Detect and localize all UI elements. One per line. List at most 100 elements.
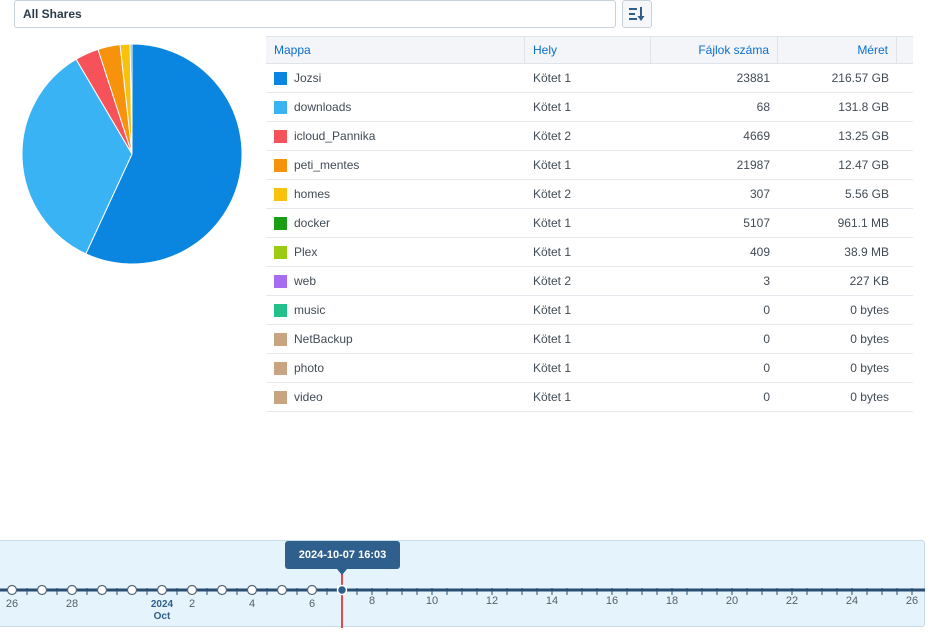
color-swatch: [274, 158, 287, 172]
table-row[interactable]: Plex Kötet 1 409 38.9 MB: [266, 238, 913, 267]
file-count-cell: 23881: [736, 71, 770, 85]
folder-cell: Jozsi: [266, 71, 525, 85]
backup-point[interactable]: [6, 584, 18, 596]
pie-slice[interactable]: [85, 43, 243, 265]
tick-label: 26: [6, 598, 18, 610]
size-cell: 0 bytes: [850, 303, 889, 317]
header-size[interactable]: Méret: [778, 37, 897, 63]
backup-point[interactable]: [96, 584, 108, 596]
backup-point[interactable]: [156, 584, 168, 596]
table-body: Jozsi Kötet 1 23881 216.57 GB downloads Kötet…: [266, 64, 913, 412]
backup-point[interactable]: [246, 584, 258, 596]
file-count-cell: 68: [756, 100, 770, 114]
header-location[interactable]: Hely: [525, 37, 651, 63]
folder-name: music: [294, 303, 326, 317]
usage-pie-chart: [21, 43, 243, 265]
folder-cell: homes: [266, 187, 525, 201]
tick-label: 24: [846, 595, 858, 607]
folder-cell: NetBackup: [266, 332, 525, 346]
shares-table: Mappa Hely Fájlok száma Méret Jozsi Kötet…: [266, 36, 913, 412]
share-select[interactable]: All Shares: [14, 0, 616, 28]
location-cell: Kötet 1: [533, 303, 572, 317]
file-count-cell: 0: [763, 332, 770, 346]
file-count-cell: 5107: [743, 216, 770, 230]
color-swatch: [274, 274, 287, 288]
tick-label: 26: [906, 595, 918, 607]
file-count-cell: 0: [763, 361, 770, 375]
timeline-tooltip-arrow: [337, 569, 347, 575]
backup-point[interactable]: [66, 584, 78, 596]
size-cell: 5.56 GB: [844, 187, 889, 201]
location-cell: Kötet 1: [533, 332, 572, 346]
color-swatch: [274, 390, 287, 404]
size-cell: 13.25 GB: [838, 129, 889, 143]
folder-cell: Plex: [266, 245, 525, 259]
table-row[interactable]: docker Kötet 1 5107 961.1 MB: [266, 209, 913, 238]
table-row[interactable]: music Kötet 1 0 0 bytes: [266, 296, 913, 325]
tick-label: 10: [426, 595, 438, 607]
location-cell: Kötet 2: [533, 129, 572, 143]
file-count-cell: 4669: [743, 129, 770, 143]
size-cell: 0 bytes: [850, 361, 889, 375]
folder-cell: photo: [266, 361, 525, 375]
folder-name: docker: [294, 216, 331, 230]
timeline-tooltip: 2024-10-07 16:03: [285, 541, 400, 569]
folder-name: video: [294, 390, 323, 404]
backup-point[interactable]: [126, 584, 138, 596]
table-row[interactable]: NetBackup Kötet 1 0 0 bytes: [266, 325, 913, 354]
folder-name: web: [294, 274, 317, 288]
location-cell: Kötet 1: [533, 100, 572, 114]
backup-point[interactable]: [306, 584, 318, 596]
table-row[interactable]: web Kötet 2 3 227 KB: [266, 267, 913, 296]
table-row[interactable]: downloads Kötet 1 68 131.8 GB: [266, 93, 913, 122]
timeline-panel[interactable]: [0, 540, 925, 627]
table-row[interactable]: homes Kötet 2 307 5.56 GB: [266, 180, 913, 209]
sort-button[interactable]: [622, 0, 652, 28]
file-count-cell: 307: [749, 187, 770, 201]
header-file-count[interactable]: Fájlok száma: [651, 37, 778, 63]
tick-label: 18: [666, 595, 678, 607]
file-count-cell: 409: [749, 245, 770, 259]
backup-point[interactable]: [186, 584, 198, 596]
tick-label: 2: [189, 598, 195, 610]
folder-name: homes: [294, 187, 331, 201]
file-count-cell: 0: [763, 390, 770, 404]
share-select-value: All Shares: [23, 7, 82, 21]
backup-point[interactable]: [216, 584, 228, 596]
folder-cell: music: [266, 303, 525, 317]
tick-label: 20: [726, 595, 738, 607]
tick-label: 6: [309, 598, 315, 610]
color-swatch: [274, 245, 287, 259]
table-row[interactable]: video Kötet 1 0 0 bytes: [266, 383, 913, 412]
file-count-cell: 3: [763, 274, 770, 288]
folder-name: peti_mentes: [294, 158, 360, 172]
location-cell: Kötet 1: [533, 158, 572, 172]
selected-backup-point[interactable]: [336, 584, 348, 596]
table-row[interactable]: photo Kötet 1 0 0 bytes: [266, 354, 913, 383]
folder-cell: icloud_Pannika: [266, 129, 525, 143]
backup-point[interactable]: [36, 584, 48, 596]
header-spacer: [897, 37, 913, 63]
size-cell: 0 bytes: [850, 390, 889, 404]
tick-label: 22: [786, 595, 798, 607]
header-folder[interactable]: Mappa: [266, 37, 525, 63]
tick-label: 12: [486, 595, 498, 607]
folder-name: icloud_Pannika: [294, 129, 376, 143]
location-cell: Kötet 2: [533, 187, 572, 201]
location-cell: Kötet 1: [533, 361, 572, 375]
backup-point[interactable]: [276, 584, 288, 596]
location-cell: Kötet 1: [533, 71, 572, 85]
year-label: 2024: [151, 599, 174, 610]
table-row[interactable]: Jozsi Kötet 1 23881 216.57 GB: [266, 64, 913, 93]
tick-label: 14: [546, 595, 558, 607]
location-cell: Kötet 1: [533, 390, 572, 404]
color-swatch: [274, 216, 287, 230]
color-swatch: [274, 100, 287, 114]
table-header: Mappa Hely Fájlok száma Méret: [266, 36, 913, 64]
location-cell: Kötet 2: [533, 274, 572, 288]
table-row[interactable]: icloud_Pannika Kötet 2 4669 13.25 GB: [266, 122, 913, 151]
file-count-cell: 0: [763, 303, 770, 317]
table-row[interactable]: peti_mentes Kötet 1 21987 12.47 GB: [266, 151, 913, 180]
